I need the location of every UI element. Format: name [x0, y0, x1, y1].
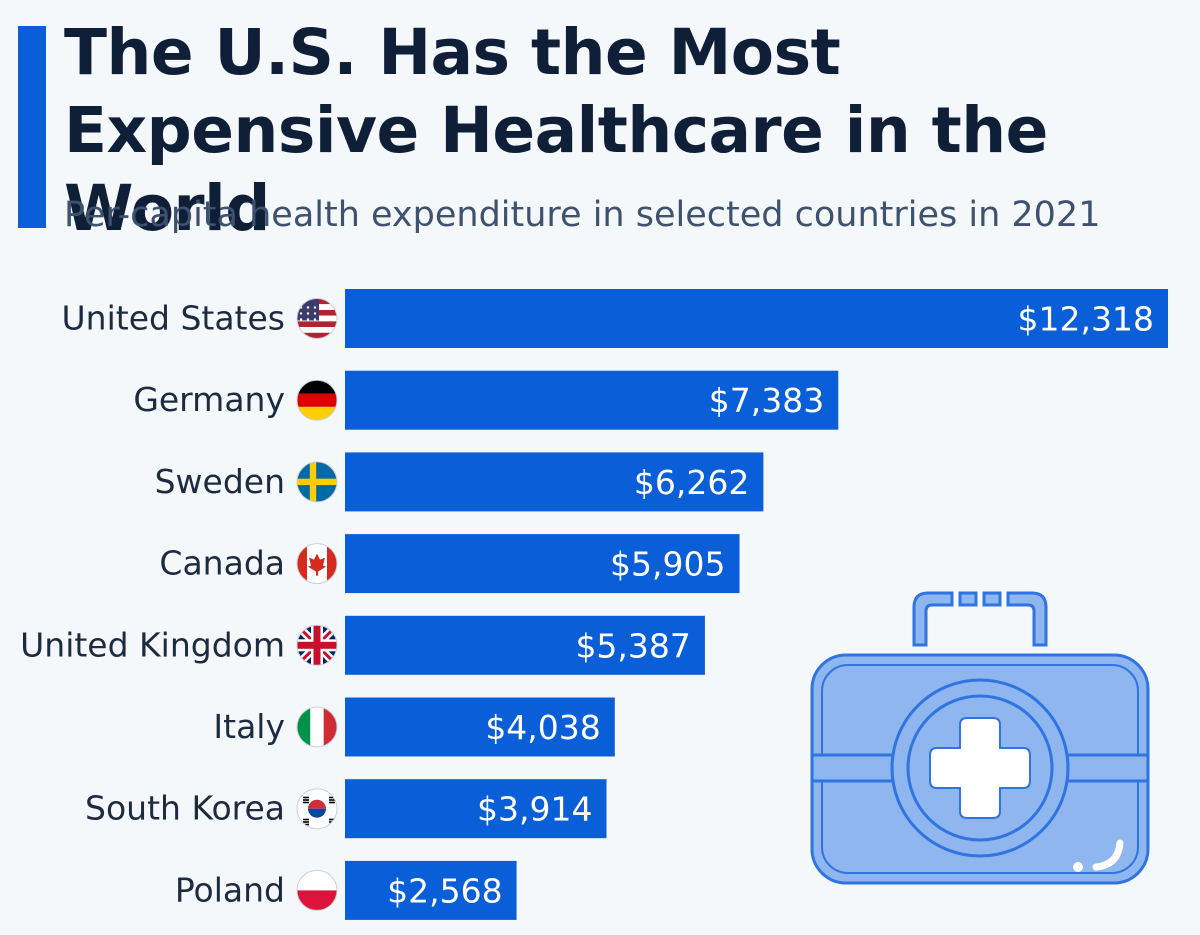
data-label: $4,038 — [485, 708, 600, 747]
bar — [345, 452, 764, 512]
category-label: Italy — [213, 707, 285, 746]
data-label: $3,914 — [477, 790, 592, 829]
bar-row: Poland $2,568 — [175, 860, 517, 920]
data-label: $5,905 — [610, 545, 725, 584]
south-korea-flag-icon — [296, 788, 338, 830]
bar-row: Italy $4,038 — [213, 697, 615, 757]
bar-row: Germany $7,383 — [133, 370, 839, 430]
bar — [345, 534, 740, 594]
bar-row: South Korea $3,914 — [85, 779, 607, 839]
data-label: $6,262 — [634, 463, 749, 502]
canada-flag-icon — [296, 543, 338, 585]
category-label: Poland — [175, 870, 285, 909]
data-label: $7,383 — [709, 381, 824, 420]
category-label: United States — [62, 299, 285, 338]
category-label: United Kingdom — [20, 625, 285, 664]
data-label: $5,387 — [575, 626, 690, 665]
bar — [345, 860, 517, 920]
title-accent-bar — [18, 26, 46, 228]
bar — [345, 370, 839, 430]
category-label: Canada — [159, 544, 285, 583]
sweden-flag-icon — [296, 461, 338, 503]
chart-subtitle: Per-capita health expenditure in selecte… — [64, 195, 1101, 235]
uk-flag-icon — [296, 624, 338, 666]
bar — [345, 289, 1168, 348]
bar-row: United Kingdom $5,387 — [20, 615, 705, 675]
us-flag-icon — [296, 298, 338, 339]
category-label: South Korea — [85, 789, 285, 828]
bar — [345, 697, 615, 757]
category-label: Sweden — [155, 462, 285, 501]
bar — [345, 779, 607, 839]
data-label: $12,318 — [1018, 300, 1154, 339]
bar-row: Sweden $6,262 — [155, 452, 764, 512]
italy-flag-icon — [296, 706, 338, 748]
bar-row: United States $12,318 — [62, 289, 1168, 348]
first-aid-kit-icon — [810, 591, 1150, 885]
bar-row: Canada $5,905 — [159, 534, 740, 594]
category-label: Germany — [133, 380, 285, 419]
poland-flag-icon — [296, 869, 338, 911]
germany-flag-icon — [296, 379, 338, 421]
data-label: $2,568 — [387, 871, 502, 910]
chart-title: The U.S. Has the Most Expensive Healthca… — [64, 16, 1048, 245]
bars-group: United States $12,318 Germany $7,383 Sweden $… — [20, 289, 1168, 920]
bar — [345, 615, 705, 675]
